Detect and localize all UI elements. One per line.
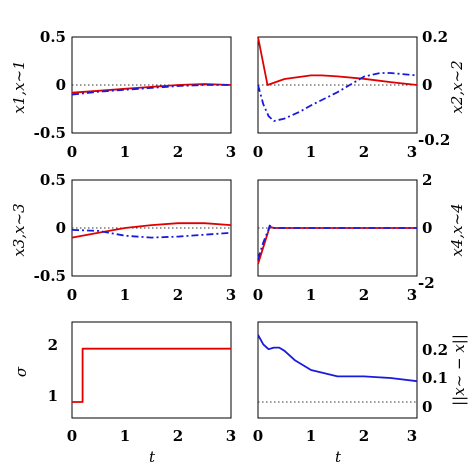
panel-1-xtick-3: 3: [226, 143, 236, 161]
panel-2-xtick-1: 1: [306, 143, 316, 161]
panel-5-ytick-bot: 1: [48, 387, 58, 405]
panel-5-xtick-3: 3: [226, 427, 236, 445]
panel-3-ytick-bot: -0.5: [34, 267, 66, 285]
panel-2-ytick-mid: 0: [422, 76, 432, 94]
panel-4-series-2-line: [257, 224, 417, 260]
panel-4-xtick-2: 2: [359, 286, 369, 304]
panel-6-xtick-2: 2: [359, 427, 369, 445]
panel-5-ytick-top: 2: [48, 336, 58, 354]
panel-6: 0.2 0.1 0 0 1 2 3 t ||x~ − x||: [253, 321, 468, 466]
panel-4: 2 0 -2 0 1 2 3 x4,x~4: [253, 171, 466, 304]
panel-2-ytick-top: 0.2: [422, 28, 448, 46]
panel-2-marks: [257, 36, 418, 122]
panel-1-marks: [71, 83, 232, 96]
panel-3-ytick-top: 0.5: [40, 171, 66, 189]
panel-6-ytick-bot: 0: [422, 398, 432, 416]
panel-3-marks: [71, 222, 232, 239]
panel-4-xtick-0: 0: [253, 286, 263, 304]
panel-5-xtick-0: 0: [67, 427, 77, 445]
panel-6-xtick-1: 1: [306, 427, 316, 445]
panel-1-ytick-bot: -0.5: [34, 124, 66, 142]
panel-6-marks: [257, 334, 418, 403]
panel-3-frame: [71, 179, 232, 277]
panel-3-ylabel: x3,x~3: [10, 203, 28, 256]
panel-6-series-1-line: [257, 334, 418, 383]
panel-3-xtick-1: 1: [120, 286, 130, 304]
panel-5-xtick-1: 1: [120, 427, 130, 445]
panel-2-series-1-line: [257, 36, 418, 86]
panel-1-ylabel: x1,x~1: [10, 60, 28, 113]
panel-2-ylabel: x2,x~2: [448, 60, 466, 113]
panel-2-xtick-0: 0: [253, 143, 263, 161]
panel-4-ylabel: x4,x~4: [448, 203, 466, 256]
panel-1-ytick-mid: 0: [56, 76, 66, 94]
panel-5-series-1-line: [72, 347, 231, 403]
panel-6-xlabel: t: [335, 448, 342, 466]
panel-3-ytick-mid: 0: [56, 219, 66, 237]
panel-6-xtick-0: 0: [253, 427, 263, 445]
panel-3-xtick-0: 0: [67, 286, 77, 304]
panel-6-ytick-mid: 0.1: [422, 369, 448, 387]
panel-4-marks: [257, 224, 417, 265]
panel-1-xtick-0: 0: [67, 143, 77, 161]
panel-1-series-2-line: [71, 84, 231, 96]
panel-5-marks: [72, 347, 231, 403]
panel-4-xtick-1: 1: [306, 286, 316, 304]
panel-3-series-2-line: [71, 229, 232, 239]
panel-6-xtick-3: 3: [407, 427, 417, 445]
panel-1-ytick-top: 0.5: [40, 28, 66, 46]
panel-2-ytick-bot: -0.2: [418, 131, 450, 149]
panel-1: 0.5 0 -0.5 0 1 2 3 x1,x~1: [10, 28, 236, 161]
panel-5-ylabel: σ: [12, 366, 30, 377]
panel-2-xtick-2: 2: [359, 143, 369, 161]
panel-6-frame: [257, 321, 418, 419]
panel-6-ylabel: ||x~ − x||: [450, 334, 468, 406]
panel-3-xtick-3: 3: [226, 286, 236, 304]
panel-5: 2 1 0 1 2 3 t σ: [12, 321, 236, 466]
panel-2-xtick-3: 3: [407, 143, 417, 161]
panel-3-xtick-2: 2: [173, 286, 183, 304]
panel-6-ytick-top: 0.2: [422, 341, 448, 359]
panel-1-xtick-2: 2: [173, 143, 183, 161]
panel-4-series-1-line: [257, 225, 417, 265]
panel-4-ytick-bot: -2: [418, 274, 435, 292]
panel-3-series-1-line: [71, 222, 232, 239]
panel-3: 0.5 0 -0.5 0 1 2 3 x3,x~3: [10, 171, 236, 304]
panel-5-frame: [71, 321, 232, 419]
panel-4-xtick-3: 3: [407, 286, 417, 304]
panel-4-ytick-top: 2: [422, 171, 432, 189]
panel-5-xlabel: t: [149, 448, 156, 466]
panel-2: 0.2 0 -0.2 0 1 2 3 x2,x~2: [253, 28, 466, 161]
panel-1-xtick-1: 1: [120, 143, 130, 161]
panel-5-xtick-2: 2: [173, 427, 183, 445]
panel-2-series-2-line: [257, 72, 418, 122]
panel-4-ytick-mid: 0: [422, 219, 432, 237]
